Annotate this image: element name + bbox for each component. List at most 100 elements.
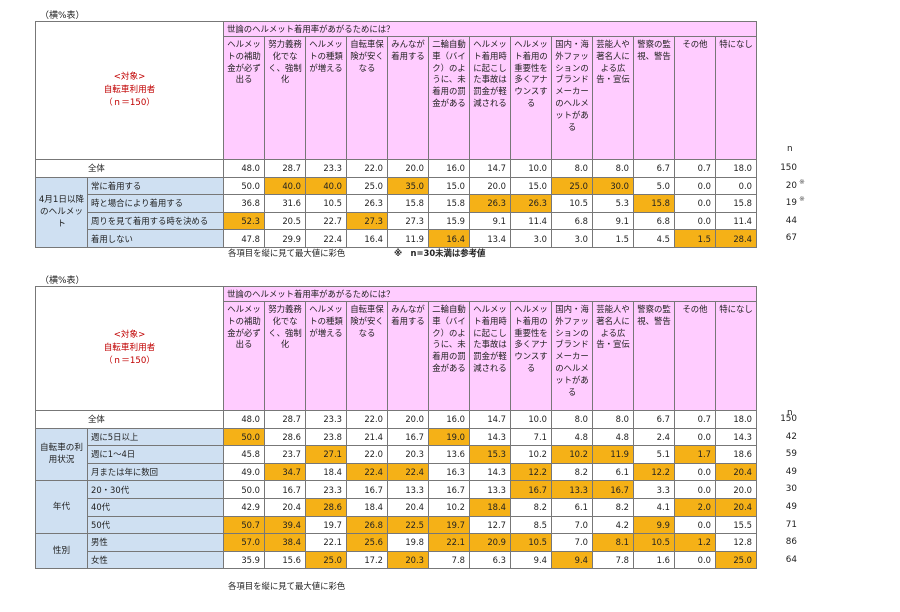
- value-cell: 10.2: [510, 445, 552, 464]
- column-header: ヘルメット着用時に起こした事故は罰金が軽減される: [469, 301, 511, 411]
- value-cell: 1.6: [633, 550, 675, 570]
- column-header: 特になし: [715, 36, 757, 160]
- value-cell: 23.3: [305, 480, 347, 499]
- value-cell: 36.8: [223, 194, 265, 213]
- row-label: 20・30代: [87, 480, 224, 499]
- value-cell: 8.0: [551, 159, 593, 178]
- value-cell: 5.0: [633, 176, 675, 196]
- value-cell: 10.2: [551, 445, 593, 464]
- subject-n: （ｎ＝150）: [104, 356, 155, 366]
- value-cell: 18.6: [715, 445, 757, 464]
- value-cell: 15.0: [428, 176, 470, 196]
- unit-label-2: （横%表）: [40, 276, 85, 286]
- value-cell: 0.0: [674, 427, 716, 447]
- value-cell: 7.0: [551, 533, 593, 552]
- unit-label-1: （横%表）: [40, 11, 85, 21]
- value-cell: 40.0: [305, 176, 347, 196]
- value-cell: 3.0: [551, 229, 593, 248]
- value-cell: 14.7: [469, 410, 511, 429]
- value-cell: 18.0: [715, 159, 757, 178]
- column-header: 警察の監視、警告: [633, 36, 675, 160]
- row-label: 着用しない: [87, 229, 224, 248]
- column-header: その他: [674, 301, 716, 411]
- value-cell: 22.0: [346, 445, 388, 464]
- value-cell: 22.0: [346, 159, 388, 178]
- row-n: 71: [785, 519, 797, 530]
- value-cell: 23.7: [264, 445, 306, 464]
- value-cell: 6.8: [551, 211, 593, 231]
- row-label: 周りを見て着用する時を決める: [87, 211, 224, 231]
- reference-mark: ※: [799, 177, 805, 186]
- value-cell: 20.4: [715, 462, 757, 482]
- value-cell: 13.3: [551, 480, 593, 499]
- value-cell: 16.0: [428, 159, 470, 178]
- value-cell: 26.3: [469, 194, 511, 213]
- value-cell: 20.4: [387, 497, 429, 517]
- row-label: 女性: [87, 550, 224, 570]
- value-cell: 16.4: [428, 229, 470, 248]
- column-header: その他: [674, 36, 716, 160]
- value-cell: 26.3: [346, 194, 388, 213]
- value-cell: 19.7: [428, 515, 470, 535]
- value-cell: 9.4: [551, 550, 593, 570]
- value-cell: 14.3: [715, 427, 757, 447]
- row-label: 月または年に数回: [87, 462, 224, 482]
- group-label: 年代: [35, 480, 88, 535]
- value-cell: 16.4: [346, 229, 388, 248]
- subject-name: 自転車利用者: [103, 85, 156, 95]
- value-cell: 8.1: [592, 533, 634, 552]
- n-header-2: n: [787, 408, 793, 418]
- subject-label: <対象>: [113, 72, 146, 82]
- value-cell: 8.2: [510, 497, 552, 517]
- value-cell: 27.3: [346, 211, 388, 231]
- value-cell: 19.8: [387, 533, 429, 552]
- row-n: 44: [785, 215, 797, 226]
- group-label: 性別: [35, 533, 88, 570]
- value-cell: 1.5: [674, 229, 716, 248]
- value-cell: 14.7: [469, 159, 511, 178]
- value-cell: 6.1: [551, 497, 593, 517]
- column-header: ヘルメットの補助金が必ず出る: [223, 301, 265, 411]
- value-cell: 20.9: [469, 533, 511, 552]
- value-cell: 0.0: [674, 194, 716, 213]
- value-cell: 15.5: [715, 515, 757, 535]
- value-cell: 49.0: [223, 462, 265, 482]
- value-cell: 10.2: [428, 497, 470, 517]
- value-cell: 6.8: [633, 211, 675, 231]
- group-label: 4月1日以降のヘルメット: [35, 176, 88, 248]
- value-cell: 10.5: [551, 194, 593, 213]
- value-cell: 8.2: [592, 497, 634, 517]
- value-cell: 3.3: [633, 480, 675, 499]
- value-cell: 12.2: [510, 462, 552, 482]
- value-cell: 39.4: [264, 515, 306, 535]
- value-cell: 22.1: [428, 533, 470, 552]
- value-cell: 23.3: [305, 159, 347, 178]
- value-cell: 20.0: [387, 410, 429, 429]
- value-cell: 16.7: [387, 427, 429, 447]
- value-cell: 26.3: [510, 194, 552, 213]
- value-cell: 34.7: [264, 462, 306, 482]
- value-cell: 15.8: [715, 194, 757, 213]
- value-cell: 15.8: [633, 194, 675, 213]
- value-cell: 52.3: [223, 211, 265, 231]
- column-header: ヘルメットの種類が増える: [305, 36, 347, 160]
- value-cell: 25.0: [346, 176, 388, 196]
- value-cell: 22.4: [305, 229, 347, 248]
- value-cell: 50.7: [223, 515, 265, 535]
- value-cell: 0.7: [674, 159, 716, 178]
- legend-note-1: 各項目を縦に見て最大値に彩色: [228, 248, 346, 258]
- row-n: 150: [780, 162, 797, 173]
- row-n: 59: [785, 448, 797, 459]
- value-cell: 2.4: [633, 427, 675, 447]
- value-cell: 15.8: [428, 194, 470, 213]
- value-cell: 13.4: [469, 229, 511, 248]
- value-cell: 13.6: [428, 445, 470, 464]
- value-cell: 22.7: [305, 211, 347, 231]
- value-cell: 0.0: [715, 176, 757, 196]
- value-cell: 22.4: [346, 462, 388, 482]
- value-cell: 20.4: [264, 497, 306, 517]
- value-cell: 11.4: [715, 211, 757, 231]
- value-cell: 7.8: [428, 550, 470, 570]
- column-header: 二輪自動車（バイク）のように、未着用の罰金がある: [428, 301, 470, 411]
- value-cell: 13.3: [469, 480, 511, 499]
